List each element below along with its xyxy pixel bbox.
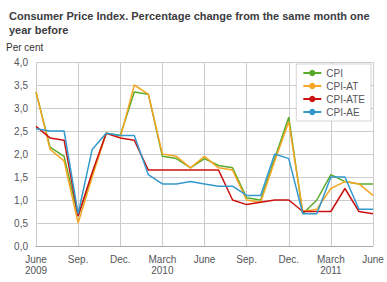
svg-text:March: March — [148, 254, 176, 265]
svg-text:March: March — [317, 254, 345, 265]
svg-text:3,0: 3,0 — [14, 103, 28, 114]
svg-text:Sep.: Sep. — [236, 254, 257, 265]
svg-text:0,0: 0,0 — [14, 241, 28, 252]
svg-text:Consumer Price Index. Percenta: Consumer Price Index. Percentage change … — [9, 10, 370, 22]
svg-text:1,5: 1,5 — [14, 172, 28, 183]
svg-text:2010: 2010 — [151, 265, 174, 276]
svg-text:1,0: 1,0 — [14, 195, 28, 206]
svg-text:June: June — [194, 254, 216, 265]
svg-text:Sep.: Sep. — [68, 254, 89, 265]
svg-text:2,5: 2,5 — [14, 126, 28, 137]
svg-text:June: June — [362, 254, 384, 265]
svg-text:June: June — [25, 254, 47, 265]
svg-text:2009: 2009 — [25, 265, 48, 276]
svg-text:0,5: 0,5 — [14, 218, 28, 229]
svg-text:CPI-ATE: CPI-ATE — [326, 94, 365, 105]
svg-text:2,0: 2,0 — [14, 149, 28, 160]
svg-text:Dec.: Dec. — [110, 254, 131, 265]
svg-text:CPI-AT: CPI-AT — [326, 81, 358, 92]
svg-text:year before: year before — [9, 24, 68, 36]
svg-text:CPI-AE: CPI-AE — [326, 107, 360, 118]
svg-text:Per cent: Per cent — [6, 42, 43, 53]
svg-text:4,0: 4,0 — [14, 57, 28, 68]
svg-text:3,5: 3,5 — [14, 80, 28, 91]
svg-text:Dec.: Dec. — [278, 254, 299, 265]
svg-text:CPI: CPI — [326, 68, 343, 79]
svg-text:2011: 2011 — [320, 265, 342, 276]
